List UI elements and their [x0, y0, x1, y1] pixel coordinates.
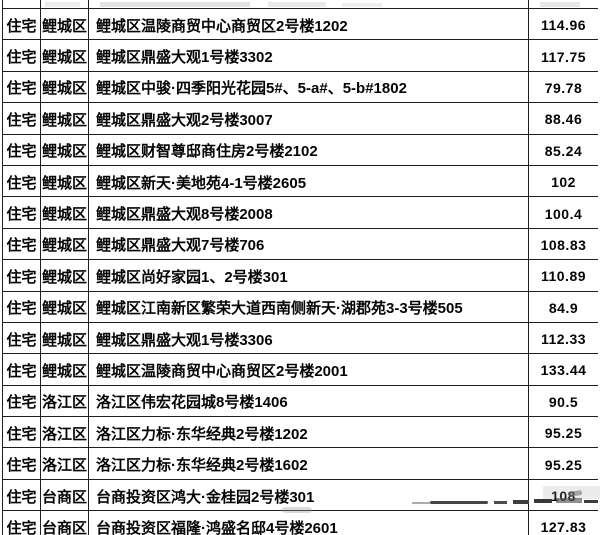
cell-area: 100.4 [529, 197, 598, 229]
cell-address: 台商投资区福隆·鸿盛名邸4号楼2601 [89, 511, 529, 535]
cell-address: 鲤城区鼎盛大观8号楼2008 [89, 197, 529, 229]
cell-district: 鲤城区 [41, 134, 89, 166]
cell-address: 鲤城区财智尊邸商住房2号楼2102 [89, 134, 529, 166]
table-row: 住宅 洛江区 洛江区力标·东华经典2号楼1602 95.25 [3, 448, 598, 480]
table-row: 住宅 台商区 台商投资区福隆·鸿盛名邸4号楼2601 127.83 [3, 511, 598, 535]
cell-district: 洛江区 [41, 385, 89, 418]
cell-address: 洛江区力标·东华经典2号楼1602 [89, 448, 529, 480]
cell-district: 鲤城区 [41, 40, 89, 72]
cell-address: 鲤城区中骏·四季阳光花园5#、5-a#、5-b#1802 [89, 71, 529, 104]
table-row: 住宅 洛江区 洛江区力标·东华经典2号楼1202 95.25 [3, 417, 598, 449]
table-row: 住宅 鲤城区 鲤城区财智尊邸商住房2号楼2102 85.24 [3, 134, 598, 166]
cell-area: 95.25 [529, 417, 598, 449]
cell-address: 鲤城区江南新区繁荣大道西南侧新天·湖郡苑3-3号楼505 [89, 291, 529, 323]
cell-address: 鲤城区新天·美地苑4-1号楼2605 [89, 165, 529, 198]
cell-property-type: 住宅 [3, 260, 41, 292]
cell-address: 鲤城区鼎盛大观7号楼706 [89, 228, 529, 261]
cell-property-type: 住宅 [3, 511, 41, 535]
cell-district: 鲤城区 [41, 103, 89, 135]
cell-area: 108 [529, 480, 598, 512]
cell-property-type: 住宅 [3, 385, 41, 418]
table-row: 住宅 鲤城区 鲤城区温陵商贸中心商贸区2号楼1202 114.96 [3, 9, 598, 41]
table-row: 住宅 鲤城区 鲤城区尚好家园1、2号楼301 110.89 [3, 260, 598, 292]
cell-area [529, 0, 598, 9]
cell-address: 鲤城区鼎盛大观1号楼3306 [89, 322, 529, 355]
table-row: 住宅 鲤城区 鲤城区中骏·四季阳光花园5#、5-a#、5-b#1802 79.7… [3, 71, 598, 104]
cell-address: 洛江区力标·东华经典2号楼1202 [89, 417, 529, 449]
table-row: 住宅 鲤城区 鲤城区鼎盛大观1号楼3306 112.33 [3, 322, 598, 355]
table-row: 住宅 鲤城区 鲤城区鼎盛大观2号楼3007 88.46 [3, 103, 598, 135]
cell-district: 洛江区 [41, 417, 89, 449]
table-row: 住宅 鲤城区 鲤城区鼎盛大观1号楼3302 117.75 [3, 40, 598, 72]
cell-area: 114.96 [529, 9, 598, 41]
cell-property-type: 住宅 [3, 417, 41, 449]
cell-district: 台商区 [41, 479, 89, 512]
cell-property-type: 住宅 [3, 134, 41, 166]
cell-area: 112.33 [529, 323, 598, 355]
cell-district: 鲤城区 [41, 197, 89, 229]
cell-property-type: 住宅 [3, 103, 41, 135]
cell-area: 117.75 [529, 40, 598, 72]
cell-area: 102 [529, 166, 598, 198]
table-body: 住宅 鲤城区 鲤城区温陵商贸中心商贸区2号楼1202 114.96 住宅 鲤城区… [3, 9, 598, 535]
table-row: 住宅 鲤城区 鲤城区新天·美地苑4-1号楼2605 102 [3, 165, 598, 198]
cell-area: 90.5 [529, 386, 598, 418]
cell-address: 鲤城区鼎盛大观1号楼3302 [89, 40, 529, 72]
cell-property-type: 住宅 [3, 71, 41, 104]
cell-area: 79.78 [529, 72, 598, 104]
cell-area: 133.44 [529, 354, 598, 386]
cell-address: 洛江区伟宏花园城8号楼1406 [89, 385, 529, 418]
cell-address: 台商投资区鸿大·金桂园2号楼301 [89, 479, 529, 512]
cell-district: 台商区 [41, 511, 89, 535]
cell-area: 84.9 [529, 292, 598, 323]
cell-address: 鲤城区尚好家园1、2号楼301 [89, 260, 529, 292]
cell-address: 鲤城区温陵商贸中心商贸区2号楼1202 [89, 9, 529, 41]
cell-area: 110.89 [529, 260, 598, 292]
cell-district [41, 0, 89, 9]
cell-district: 鲤城区 [41, 291, 89, 323]
cell-area: 85.24 [529, 135, 598, 166]
table-row: 住宅 鲤城区 鲤城区鼎盛大观7号楼706 108.83 [3, 228, 598, 261]
cell-property-type: 住宅 [3, 322, 41, 355]
cell-property-type: 住宅 [3, 354, 41, 386]
cell-area: 108.83 [529, 229, 598, 261]
cell-address: 鲤城区鼎盛大观2号楼3007 [89, 103, 529, 135]
cell-property-type: 住宅 [3, 165, 41, 198]
cell-property-type: 住宅 [3, 197, 41, 229]
cell-property-type: 住宅 [3, 228, 41, 261]
cell-area: 127.83 [529, 511, 598, 535]
cell-area: 95.25 [529, 448, 598, 480]
cell-district: 鲤城区 [41, 71, 89, 104]
cell-district: 鲤城区 [41, 9, 89, 41]
cell-district: 鲤城区 [41, 165, 89, 198]
cell-district: 鲤城区 [41, 354, 89, 386]
cell-address: 鲤城区温陵商贸中心商贸区2号楼2001 [89, 354, 529, 386]
cell-area: 88.46 [529, 103, 598, 135]
cell-address [89, 0, 529, 9]
table-row: 住宅 鲤城区 鲤城区温陵商贸中心商贸区2号楼2001 133.44 [3, 354, 598, 386]
table-row-partial-top [3, 0, 598, 9]
cell-property-type: 住宅 [3, 448, 41, 480]
table-row: 住宅 鲤城区 鲤城区江南新区繁荣大道西南侧新天·湖郡苑3-3号楼505 84.9 [3, 291, 598, 323]
cell-district: 鲤城区 [41, 260, 89, 292]
cell-property-type: 住宅 [3, 9, 41, 41]
table-row: 住宅 鲤城区 鲤城区鼎盛大观8号楼2008 100.4 [3, 197, 598, 229]
cell-property-type: 住宅 [3, 291, 41, 323]
cell-district: 洛江区 [41, 448, 89, 480]
cell-property-type [3, 0, 41, 9]
cell-property-type: 住宅 [3, 40, 41, 72]
table-row: 住宅 洛江区 洛江区伟宏花园城8号楼1406 90.5 [3, 385, 598, 418]
cell-district: 鲤城区 [41, 228, 89, 261]
cell-property-type: 住宅 [3, 479, 41, 512]
table-row: 住宅 台商区 台商投资区鸿大·金桂园2号楼301 108 [3, 479, 598, 512]
cell-district: 鲤城区 [41, 322, 89, 355]
